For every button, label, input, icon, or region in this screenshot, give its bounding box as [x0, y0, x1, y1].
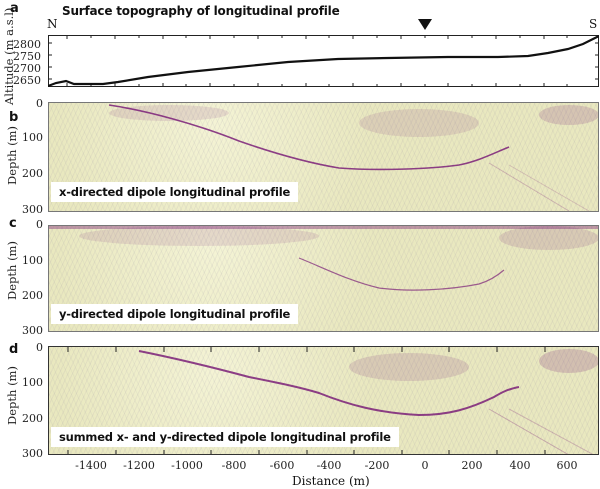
ytick: 100 — [22, 131, 43, 144]
topography-line — [48, 35, 599, 88]
depth-axis-label-d: Depth (m) — [5, 366, 19, 425]
panel-d-letter: d — [9, 342, 19, 357]
caption-c: y-directed dipole longitudinal profile — [51, 304, 299, 324]
ytick: 100 — [22, 376, 43, 389]
ytick: 0 — [36, 218, 43, 231]
xtick: -1400 — [75, 459, 107, 472]
ytick: 200 — [22, 167, 43, 180]
seismic-section-y-dipole: y-directed dipole longitudinal profile — [48, 225, 599, 332]
depth-axis-label-c: Depth (m) — [5, 241, 19, 300]
xtick: 200 — [461, 459, 483, 472]
ytick: 300 — [22, 447, 43, 460]
panel-c-letter: c — [9, 216, 17, 231]
ytick: 200 — [22, 412, 43, 425]
ytick: 2700 — [13, 62, 41, 75]
ytick: 300 — [22, 203, 43, 216]
north-label: N — [47, 17, 58, 31]
ytick: 0 — [36, 97, 43, 110]
ytick: 300 — [22, 324, 43, 337]
seismic-section-x-dipole: x-directed dipole longitudinal profile — [48, 102, 599, 212]
ytick: 0 — [36, 341, 43, 354]
ytick: 2800 — [13, 38, 41, 51]
xtick: -800 — [221, 459, 247, 472]
caption-d: summed x- and y-directed dipole longitud… — [51, 427, 399, 447]
ytick: 2750 — [13, 50, 41, 63]
xtick: -600 — [269, 459, 295, 472]
xtick: 0 — [421, 459, 429, 472]
seismic-section-summed: summed x- and y-directed dipole longitud… — [48, 346, 599, 455]
ytick: 100 — [22, 254, 43, 267]
depth-axis-label-b: Depth (m) — [5, 126, 19, 185]
x-axis-label: Distance (m) — [292, 474, 370, 488]
xtick: -1200 — [123, 459, 155, 472]
panel-b-letter: b — [9, 110, 19, 125]
south-label: S — [589, 17, 598, 31]
xtick: -1000 — [171, 459, 203, 472]
panel-a-title: Surface topography of longitudinal profi… — [62, 4, 340, 18]
topography-plot — [48, 35, 599, 88]
xtick: -400 — [316, 459, 342, 472]
xtick: 400 — [509, 459, 531, 472]
panel-a-letter: a — [10, 1, 19, 16]
caption-b: x-directed dipole longitudinal profile — [51, 182, 299, 202]
xtick: 600 — [556, 459, 578, 472]
xtick: -200 — [364, 459, 390, 472]
location-marker-icon — [418, 19, 432, 30]
ytick: 200 — [22, 289, 43, 302]
ytick: 2650 — [13, 74, 41, 87]
x-ticks — [48, 35, 599, 87]
